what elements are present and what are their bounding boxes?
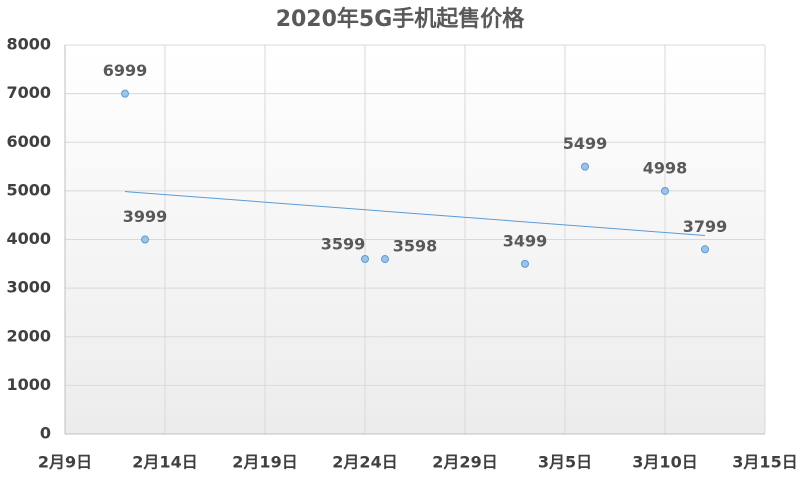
data-label: 3599	[321, 234, 366, 253]
y-tick-label: 5000	[6, 180, 51, 199]
x-tick-label: 2月19日	[232, 453, 297, 472]
point	[361, 254, 369, 263]
y-tick-label: 0	[40, 424, 51, 443]
y-tick-label: 2000	[6, 326, 51, 345]
x-tick-label: 3月5日	[538, 453, 592, 472]
point	[121, 89, 129, 98]
y-tick-label: 8000	[6, 35, 51, 54]
y-tick-label: 3000	[6, 278, 51, 297]
point	[701, 245, 709, 254]
x-tick-label: 2月29日	[432, 453, 497, 472]
data-label: 4998	[643, 158, 688, 177]
data-label: 3499	[503, 231, 548, 250]
x-tick-label: 2月14日	[132, 453, 197, 472]
x-tick-label: 2月24日	[332, 453, 397, 472]
data-label: 5499	[563, 134, 608, 153]
x-tick-label: 2月9日	[38, 453, 92, 472]
trendline	[124, 191, 706, 237]
point	[521, 259, 529, 268]
point	[661, 186, 669, 195]
data-label: 3598	[393, 237, 438, 256]
y-tick-label: 1000	[6, 375, 51, 394]
y-tick-label: 6000	[6, 132, 51, 151]
y-tick-label: 4000	[6, 229, 51, 248]
data-label: 3799	[683, 217, 728, 236]
x-tick-label: 3月10日	[632, 453, 697, 472]
point	[381, 255, 389, 264]
point	[581, 162, 589, 171]
chart-title: 2020年5G手机起售价格	[276, 6, 526, 32]
point	[141, 235, 149, 244]
y-tick-label: 7000	[6, 83, 51, 102]
x-tick-label: 3月15日	[732, 453, 797, 472]
data-label: 3999	[123, 207, 168, 226]
data-label: 6999	[103, 61, 148, 80]
